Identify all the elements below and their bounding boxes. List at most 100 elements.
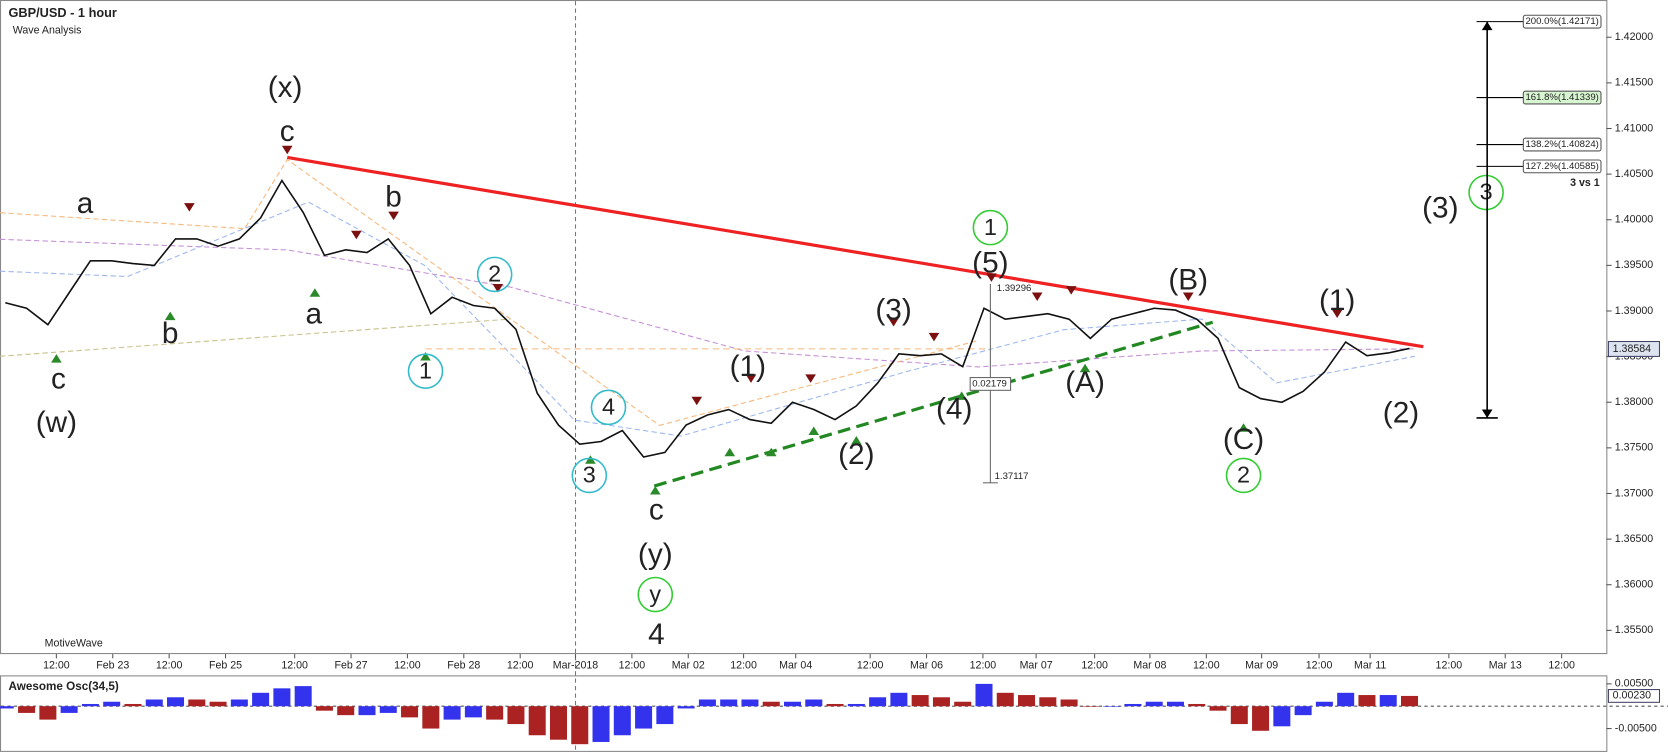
osc-bar xyxy=(784,701,802,707)
measure-label: 1.39296 xyxy=(997,283,1032,294)
osc-bar xyxy=(103,701,121,707)
osc-bar xyxy=(549,706,567,740)
osc-bar xyxy=(1060,699,1078,707)
osc-bar xyxy=(847,703,865,707)
x-tick-label: Mar 06 xyxy=(910,660,943,672)
pivot-high xyxy=(986,273,997,282)
x-tick-label: 12:00 xyxy=(1193,660,1220,672)
osc-bar xyxy=(422,706,440,729)
x-tick-label: 12:00 xyxy=(970,660,997,672)
y-tick-label: 1.40500 xyxy=(1615,168,1654,180)
y-tick-label: 1.36500 xyxy=(1615,533,1654,545)
fib-label: 138.2%(1.40824) xyxy=(1525,139,1598,150)
osc-bar xyxy=(358,706,376,716)
wave-label: a xyxy=(77,187,94,220)
osc-bar xyxy=(826,703,844,707)
pivot-high xyxy=(184,203,195,212)
wave-label: a xyxy=(306,298,323,331)
x-tick-label: Feb 25 xyxy=(209,660,242,672)
osc-bar xyxy=(1252,706,1270,731)
osc-bar xyxy=(1124,703,1142,707)
osc-bar xyxy=(18,706,36,713)
osc-bar xyxy=(401,706,419,718)
pivot-high xyxy=(1331,309,1343,319)
x-tick-label: Feb 23 xyxy=(96,660,129,672)
x-tick-label: Mar 11 xyxy=(1354,660,1386,672)
wave-label: (2) xyxy=(838,438,874,471)
resistance-trendline xyxy=(286,155,1424,349)
x-tick-label: Mar-2018 xyxy=(553,660,599,672)
last-price-label: 1.38584 xyxy=(1613,343,1652,355)
x-tick-label: 12:00 xyxy=(1436,660,1463,672)
osc-bar xyxy=(592,706,610,742)
x-tick-label: 12:00 xyxy=(1306,660,1333,672)
wave-label: (A) xyxy=(1065,366,1105,399)
wave-label: c xyxy=(51,363,66,396)
pivot-high xyxy=(691,396,703,406)
y-tick-label: 1.42000 xyxy=(1615,31,1654,43)
osc-bar xyxy=(911,695,929,707)
osc-bar xyxy=(167,697,185,707)
wave-label: 2 xyxy=(1237,462,1250,488)
wave-label: c xyxy=(280,115,295,148)
wave-label: c xyxy=(649,493,664,526)
osc-bar xyxy=(39,706,57,720)
osc-bar xyxy=(1188,703,1206,707)
x-tick-label: Feb 27 xyxy=(334,660,367,672)
pivot-low xyxy=(309,288,321,297)
fib-label-box xyxy=(1522,14,1602,29)
wave-label: 3 xyxy=(1480,179,1493,205)
x-tick-label: 12:00 xyxy=(1081,660,1108,672)
osc-bar xyxy=(762,701,780,707)
x-tick-label: 12:00 xyxy=(857,660,884,672)
osc-bar xyxy=(486,706,504,720)
pivot-low xyxy=(808,426,820,435)
pivot-low xyxy=(51,354,62,363)
watermark: MotiveWave xyxy=(45,637,103,649)
osc-bar xyxy=(869,697,887,707)
y-tick-label: 1.40000 xyxy=(1615,214,1654,226)
y-tick-label: 1.37500 xyxy=(1615,442,1654,454)
osc-bar xyxy=(528,706,546,736)
pivot-low xyxy=(724,447,736,457)
osc-bar xyxy=(1358,695,1376,707)
pivot-low xyxy=(956,391,967,400)
wave-label: (1) xyxy=(730,350,766,383)
osc-panel xyxy=(0,675,1608,752)
osc-bar xyxy=(124,703,142,707)
wave-label: (w) xyxy=(36,406,77,439)
osc-bar xyxy=(741,699,759,707)
fib-note: 3 vs 1 xyxy=(1570,177,1600,189)
osc-bar xyxy=(954,701,972,707)
osc-bar xyxy=(1230,706,1248,725)
osc-bar xyxy=(1337,692,1355,707)
x-tick-label: Mar 13 xyxy=(1489,660,1522,672)
pivot-high xyxy=(351,230,362,240)
fib-label: 161.8%(1.41339) xyxy=(1525,92,1598,103)
osc-bar xyxy=(677,706,695,709)
pivot-high xyxy=(281,145,293,155)
osc-bar xyxy=(571,706,589,745)
y-tick-label: 1.41500 xyxy=(1615,77,1654,89)
wave-channel xyxy=(0,318,511,357)
osc-bar xyxy=(60,706,78,713)
wave-circle xyxy=(407,353,444,389)
x-tick-label: 12:00 xyxy=(43,660,70,672)
y-tick-label: 1.37000 xyxy=(1615,487,1654,499)
osc-bar xyxy=(1315,701,1333,707)
pivot-high xyxy=(1031,292,1043,301)
price-panel xyxy=(0,0,1608,655)
osc-title: Awesome Osc(34,5) xyxy=(9,680,119,693)
wave-circle xyxy=(972,209,1009,246)
pivot-high xyxy=(745,374,757,383)
measure-label: 1.37117 xyxy=(995,471,1029,482)
osc-bar xyxy=(1294,706,1312,716)
chart-title: GBP/USD - 1 hour xyxy=(9,5,117,20)
wave-label: (3) xyxy=(875,293,911,326)
wave-circle xyxy=(476,256,513,293)
x-tick-label: 12:00 xyxy=(394,660,421,672)
x-tick-label: 12:00 xyxy=(281,660,308,672)
osc-bar xyxy=(81,703,99,707)
osc-bar xyxy=(0,706,14,709)
